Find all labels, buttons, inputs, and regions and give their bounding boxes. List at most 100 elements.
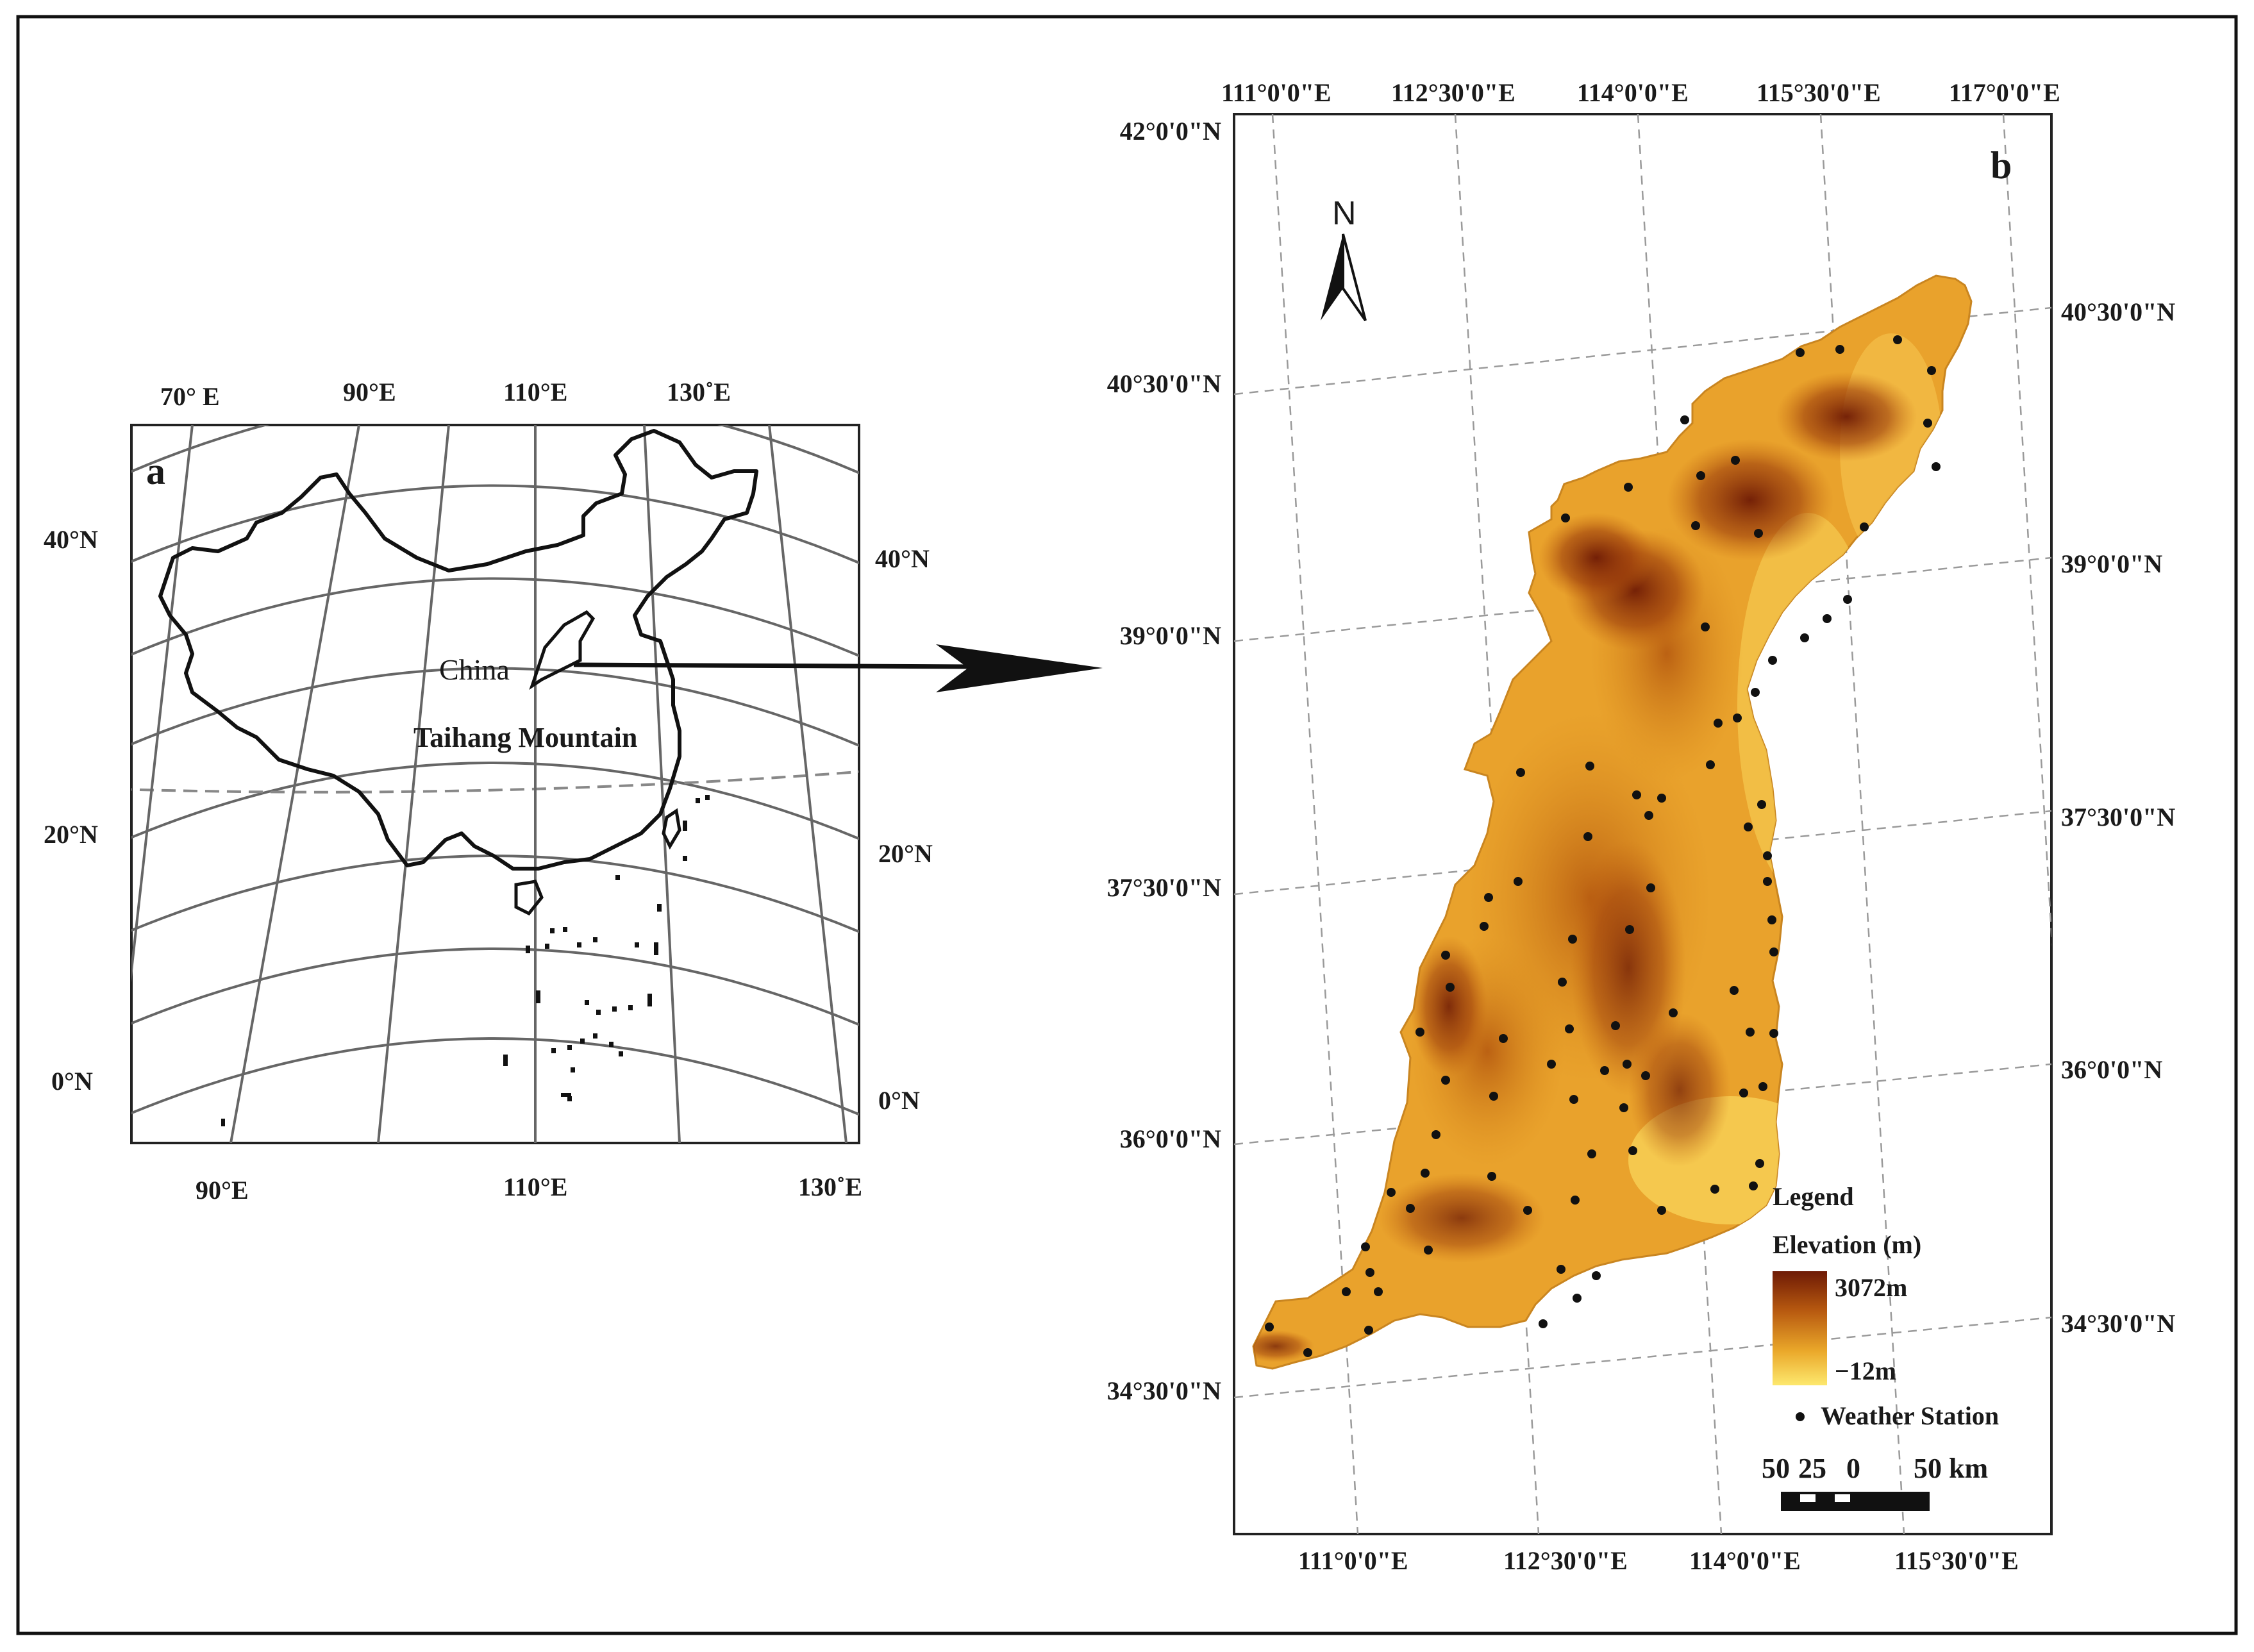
- weather-station-marker: [1547, 1060, 1556, 1069]
- panel-b-letter: b: [1991, 144, 2012, 187]
- b-bottom-lon-label: 114°0'0"E: [1689, 1546, 1801, 1575]
- a-top-lon-label: 90°E: [343, 378, 396, 406]
- weather-station-marker: [1730, 986, 1739, 995]
- weather-station-marker: [1484, 893, 1493, 902]
- weather-station-marker: [1746, 1028, 1755, 1037]
- weather-station-marker: [1755, 1159, 1764, 1168]
- a-top-lon-label: 110°E: [503, 378, 567, 406]
- weather-station-marker: [1644, 811, 1653, 820]
- china-label: China: [439, 653, 510, 686]
- weather-station-marker: [1558, 978, 1567, 987]
- weather-station-marker: [1600, 1066, 1609, 1075]
- b-top-lon-label: 114°0'0"E: [1577, 78, 1689, 107]
- weather-station-marker: [1680, 415, 1689, 424]
- weather-station-marker: [1823, 614, 1832, 623]
- b-right-lat-label: 34°30'0"N: [2061, 1309, 2175, 1338]
- b-left-lat-label: 40°30'0"N: [1107, 369, 1221, 398]
- weather-station-marker: [1769, 1029, 1778, 1038]
- scale-bar: 50 25 0 50 km: [1762, 1453, 1988, 1511]
- weather-station-marker: [1657, 794, 1666, 803]
- weather-station-marker: [1585, 762, 1594, 771]
- weather-station-marker: [1364, 1326, 1373, 1335]
- weather-station-marker: [1619, 1103, 1628, 1112]
- weather-station-marker: [1757, 800, 1766, 809]
- panel-b: b N Legend Elevation (m) 3072m −12m Weat…: [1107, 78, 2176, 1575]
- weather-station-marker: [1923, 419, 1932, 428]
- b-top-lon-label: 112°30'0"E: [1391, 78, 1515, 107]
- b-right-lat-label: 37°30'0"N: [2061, 803, 2175, 831]
- legend-elevation-min: −12m: [1835, 1356, 1896, 1385]
- taiwan-island: [662, 808, 681, 850]
- north-arrow-icon: N: [1321, 195, 1367, 322]
- a-right-lat-label: 0°N: [878, 1086, 920, 1115]
- weather-stations: [1265, 335, 1941, 1357]
- weather-station-marker: [1487, 1172, 1496, 1181]
- weather-station-marker: [1421, 1169, 1430, 1178]
- weather-station-marker: [1516, 768, 1525, 777]
- weather-station-marker: [1744, 822, 1753, 831]
- weather-station-marker: [1571, 1196, 1580, 1205]
- weather-station-marker: [1623, 1060, 1632, 1069]
- weather-station-marker: [1265, 1322, 1274, 1331]
- weather-station-marker: [1441, 951, 1450, 960]
- b-top-lon-label: 115°30'0"E: [1757, 78, 1881, 107]
- b-left-lat-label: 39°0'0"N: [1120, 621, 1221, 650]
- legend-title: Legend: [1773, 1182, 1854, 1211]
- china-outline: [158, 429, 758, 871]
- weather-station-marker: [1691, 521, 1700, 530]
- b-bottom-lon-label: 111°0'0"E: [1298, 1546, 1408, 1575]
- weather-station-marker: [1763, 851, 1772, 860]
- weather-station-marker: [1733, 713, 1742, 722]
- b-right-lat-label: 39°0'0"N: [2061, 549, 2162, 578]
- legend-elevation-title: Elevation (m): [1773, 1230, 1921, 1259]
- hainan-island: [514, 880, 544, 916]
- panel-a: a China Taihang Mountain 70° E 90°E 110°…: [44, 378, 933, 1205]
- weather-station-marker: [1706, 760, 1715, 769]
- weather-station-marker: [1569, 1095, 1578, 1104]
- weather-station-marker: [1751, 688, 1760, 697]
- scale-label: 50: [1762, 1453, 1790, 1484]
- weather-station-marker: [1701, 622, 1710, 631]
- a-right-lat-label: 40°N: [875, 544, 930, 573]
- north-label: N: [1332, 195, 1357, 232]
- weather-station-marker: [1365, 1268, 1374, 1277]
- b-left-lat-label: 37°30'0"N: [1107, 873, 1221, 902]
- weather-station-marker: [1646, 883, 1655, 892]
- weather-station-marker: [1768, 656, 1777, 665]
- weather-station-marker: [1739, 1089, 1748, 1097]
- b-right-lat-label: 36°0'0"N: [2061, 1055, 2162, 1084]
- weather-station-marker: [1893, 335, 1902, 344]
- weather-station-marker: [1611, 1021, 1620, 1030]
- weather-station-marker: [1714, 719, 1723, 728]
- weather-station-marker: [1758, 1082, 1767, 1091]
- weather-station-marker: [1480, 922, 1489, 931]
- weather-station-marker: [1573, 1294, 1582, 1303]
- weather-station-marker: [1565, 1024, 1574, 1033]
- scale-label: 0: [1846, 1453, 1860, 1484]
- weather-station-marker: [1561, 513, 1570, 522]
- weather-station-marker: [1932, 462, 1941, 471]
- map-legend: Legend Elevation (m) 3072m −12m Weather …: [1773, 1182, 1999, 1430]
- weather-station-marker: [1835, 345, 1844, 354]
- weather-station-marker: [1415, 1028, 1424, 1037]
- weather-station-marker: [1568, 935, 1577, 944]
- weather-station-marker: [1796, 348, 1805, 357]
- weather-station-marker: [1763, 877, 1772, 886]
- weather-station-marker: [1843, 595, 1852, 604]
- weather-station-marker: [1406, 1204, 1415, 1213]
- weather-station-marker: [1514, 877, 1523, 886]
- weather-station-marker: [1424, 1246, 1433, 1255]
- weather-station-marker: [1583, 832, 1592, 841]
- a-top-lon-label: 70° E: [160, 382, 220, 411]
- weather-station-marker: [1628, 1146, 1637, 1155]
- figure-frame: [16, 15, 2238, 1635]
- a-bottom-lon-label: 90°E: [196, 1176, 249, 1205]
- south-china-sea-islands: [221, 795, 710, 1126]
- b-top-lon-label: 117°0'0"E: [1949, 78, 2060, 107]
- a-right-lat-label: 20°N: [878, 839, 933, 868]
- weather-station-marker: [1557, 1265, 1565, 1274]
- taihang-outline: [529, 610, 596, 690]
- weather-station-marker: [1374, 1287, 1383, 1296]
- elevation-color-ramp: [1773, 1271, 1827, 1385]
